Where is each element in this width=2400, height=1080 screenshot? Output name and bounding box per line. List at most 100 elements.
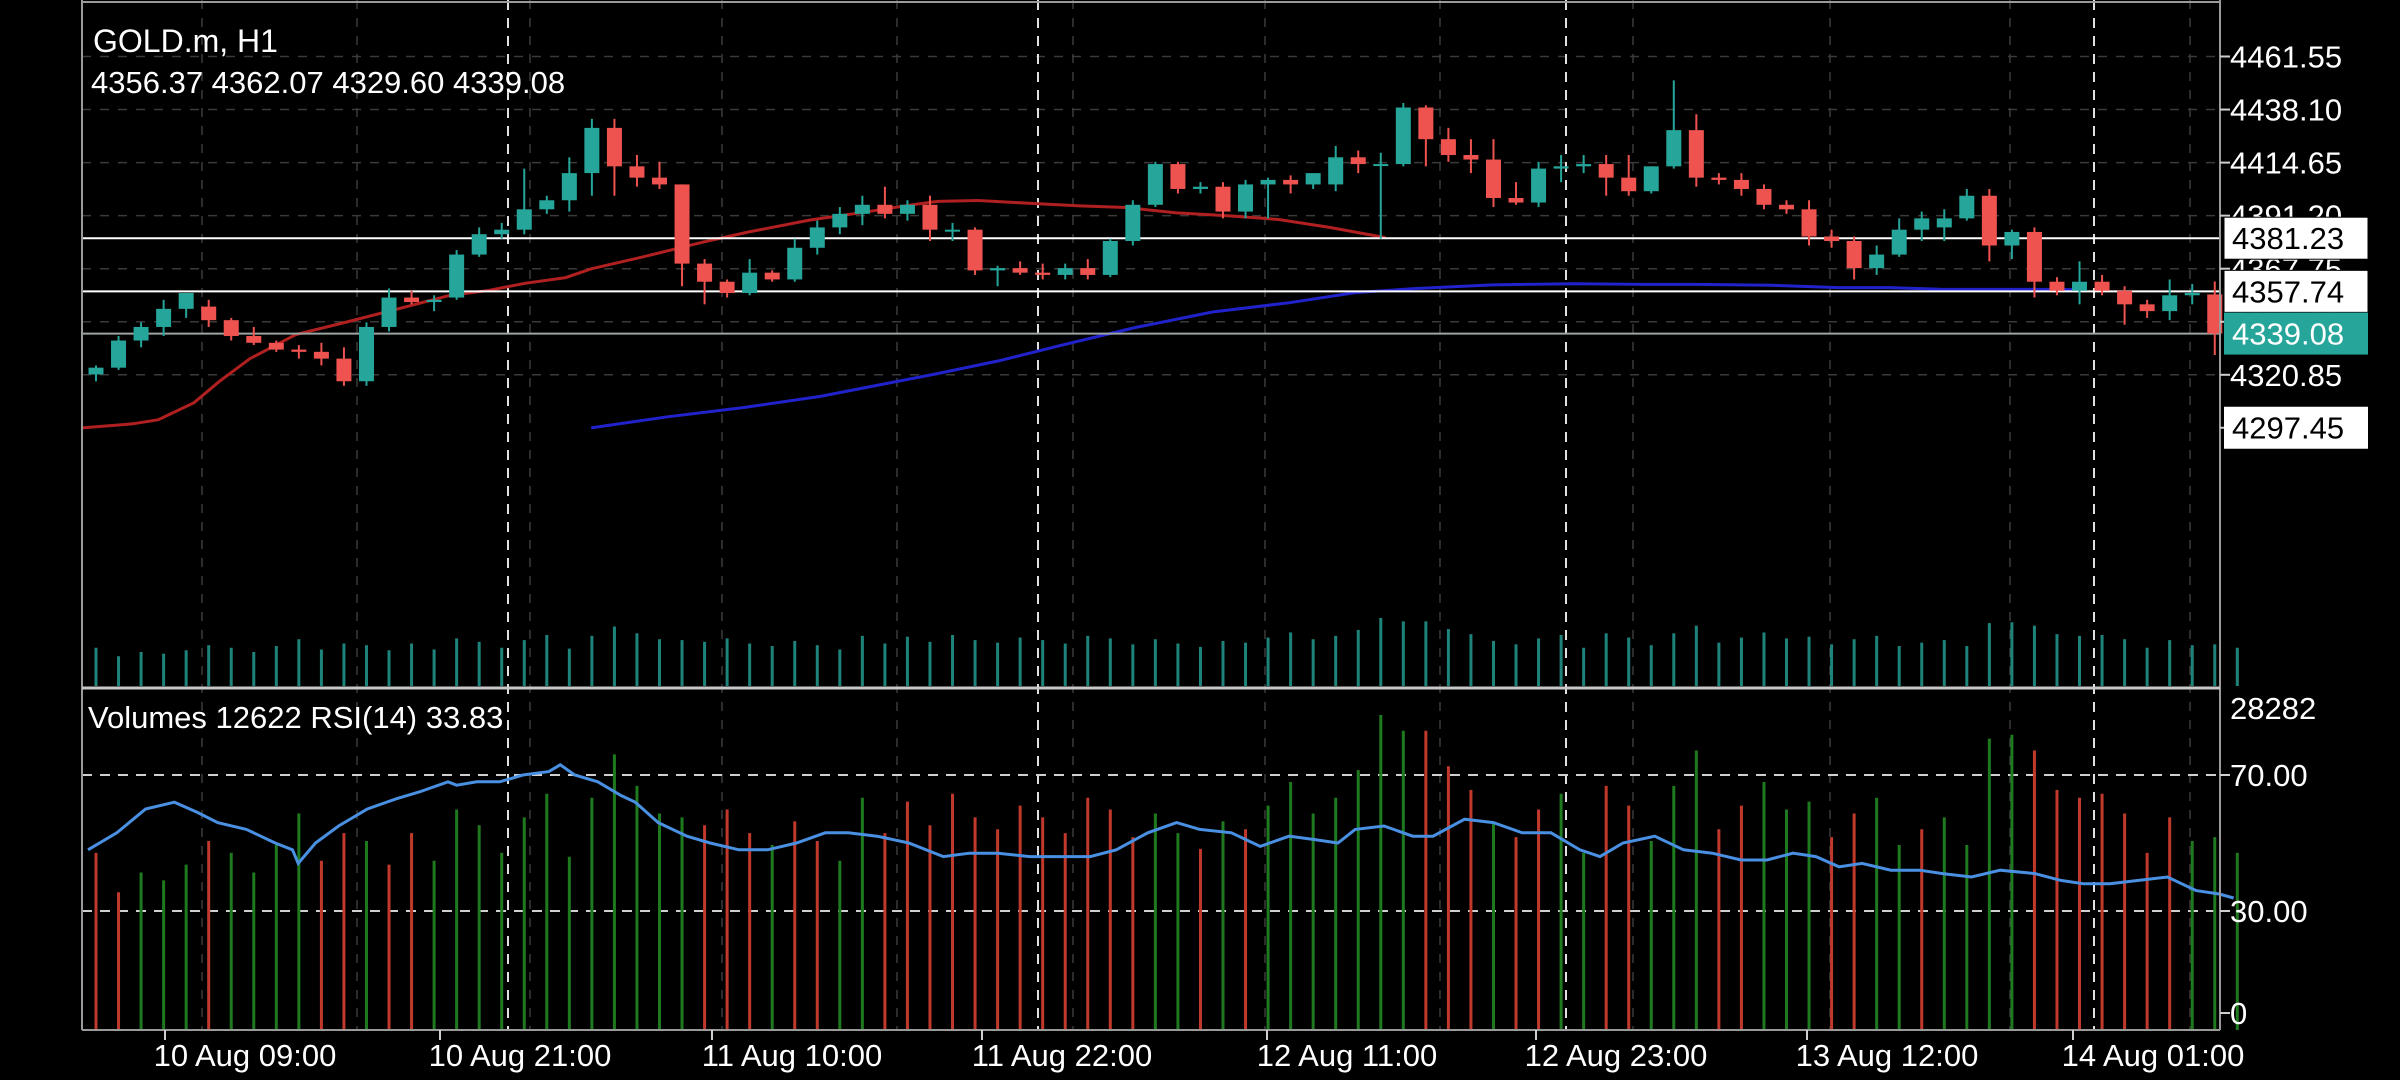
candle-body[interactable]	[1373, 164, 1389, 167]
candle-body[interactable]	[967, 229, 983, 271]
candle-body[interactable]	[1914, 218, 1930, 230]
candle-body[interactable]	[2026, 231, 2042, 282]
candle-body[interactable]	[1959, 195, 1975, 219]
candle-body[interactable]	[1102, 240, 1118, 275]
candle-body[interactable]	[1035, 272, 1051, 275]
candle-body[interactable]	[2139, 304, 2155, 312]
candle-body[interactable]	[945, 229, 961, 232]
candle-body[interactable]	[494, 229, 510, 235]
candle-body[interactable]	[1485, 159, 1501, 199]
candle-body[interactable]	[201, 306, 217, 321]
candle-body[interactable]	[1238, 184, 1254, 212]
candle-body[interactable]	[561, 173, 577, 201]
candle-body[interactable]	[1576, 164, 1592, 167]
candle-body[interactable]	[1057, 268, 1073, 275]
candle-body[interactable]	[1666, 130, 1682, 167]
candle-body[interactable]	[1801, 209, 1817, 237]
candle-body[interactable]	[1508, 198, 1524, 203]
candle-body[interactable]	[809, 227, 825, 248]
candle-body[interactable]	[1170, 164, 1186, 189]
candle-body[interactable]	[606, 127, 622, 167]
candle-body[interactable]	[697, 263, 713, 282]
candle-body[interactable]	[313, 351, 329, 359]
candle-body[interactable]	[1395, 107, 1411, 165]
indicator-pane[interactable]	[87, 715, 2239, 1030]
candle-body[interactable]	[1350, 157, 1366, 165]
candle-body[interactable]	[2162, 295, 2178, 312]
candle-body[interactable]	[1147, 164, 1163, 205]
candlesticks[interactable]	[88, 80, 2223, 386]
candle-body[interactable]	[1711, 177, 1727, 180]
candle-body[interactable]	[922, 204, 938, 230]
candle-body[interactable]	[629, 166, 645, 178]
candle-body[interactable]	[652, 177, 667, 185]
time-axis[interactable]: 10 Aug 09:00 10 Aug 21:00 11 Aug 10:00 11 A…	[154, 1030, 2245, 1073]
candle-body[interactable]	[2117, 290, 2133, 305]
candle-body[interactable]	[787, 247, 803, 280]
candle-body[interactable]	[471, 234, 487, 255]
candle-body[interactable]	[1328, 157, 1344, 185]
candle-body[interactable]	[1553, 166, 1569, 169]
candle-body[interactable]	[2094, 281, 2110, 291]
candle-body[interactable]	[156, 308, 172, 327]
candle-body[interactable]	[584, 127, 600, 174]
candle-body[interactable]	[1824, 236, 1840, 241]
candle-body[interactable]	[1080, 268, 1096, 275]
candle-body[interactable]	[674, 184, 690, 264]
candle-body[interactable]	[1125, 204, 1141, 241]
candle-body[interactable]	[539, 200, 555, 210]
candle-body[interactable]	[899, 204, 915, 214]
candle-body[interactable]	[291, 349, 307, 352]
price-pane[interactable]	[81, 80, 2239, 686]
candle-body[interactable]	[1531, 168, 1547, 203]
candle-body[interactable]	[111, 340, 127, 368]
candle-body[interactable]	[990, 268, 1006, 271]
candle-body[interactable]	[178, 293, 194, 309]
candle-body[interactable]	[426, 299, 442, 303]
candle-body[interactable]	[1733, 179, 1749, 189]
candle-body[interactable]	[336, 358, 352, 382]
candle-body[interactable]	[381, 297, 397, 327]
candle-body[interactable]	[2072, 281, 2088, 291]
candle-body[interactable]	[1418, 107, 1434, 140]
candle-body[interactable]	[1440, 139, 1456, 156]
candle-body[interactable]	[1260, 179, 1276, 185]
candle-body[interactable]	[764, 272, 780, 280]
candle-body[interactable]	[1621, 177, 1637, 192]
candle-body[interactable]	[1643, 166, 1659, 192]
candle-body[interactable]	[1688, 130, 1704, 178]
candle-body[interactable]	[719, 281, 735, 294]
candle-body[interactable]	[1463, 155, 1479, 160]
candle-body[interactable]	[1305, 173, 1321, 185]
candle-body[interactable]	[1981, 195, 1997, 246]
candle-body[interactable]	[516, 209, 532, 230]
candle-body[interactable]	[832, 213, 848, 228]
candle-body[interactable]	[2184, 293, 2200, 296]
candle-body[interactable]	[1869, 254, 1885, 269]
candle-body[interactable]	[88, 367, 104, 375]
candle-body[interactable]	[358, 326, 374, 382]
candle-body[interactable]	[246, 336, 262, 343]
candle-body[interactable]	[2207, 294, 2223, 334]
current-price-label-box[interactable]	[2224, 312, 2368, 355]
candle-body[interactable]	[2004, 231, 2020, 246]
candle-body[interactable]	[268, 342, 284, 350]
candle-body[interactable]	[742, 272, 758, 294]
horizontal-levels[interactable]	[82, 237, 2220, 335]
candle-body[interactable]	[2049, 281, 2065, 291]
level-price-label-box[interactable]	[2223, 269, 2369, 313]
candle-body[interactable]	[1012, 268, 1028, 273]
candle-body[interactable]	[1936, 218, 1952, 228]
price-axis[interactable]: 4461.554438.104414.654391.204367.754344.…	[2220, 40, 2369, 449]
candle-body[interactable]	[404, 297, 420, 303]
level-price-label-box[interactable]	[2223, 216, 2369, 260]
candle-body[interactable]	[1192, 186, 1208, 189]
candle-body[interactable]	[133, 326, 149, 341]
candle-body[interactable]	[1215, 186, 1231, 212]
candle-body[interactable]	[1283, 179, 1299, 185]
candle-body[interactable]	[1779, 204, 1794, 210]
candle-body[interactable]	[1891, 229, 1907, 255]
candle-body[interactable]	[1598, 164, 1614, 178]
candle-body[interactable]	[1756, 188, 1772, 205]
